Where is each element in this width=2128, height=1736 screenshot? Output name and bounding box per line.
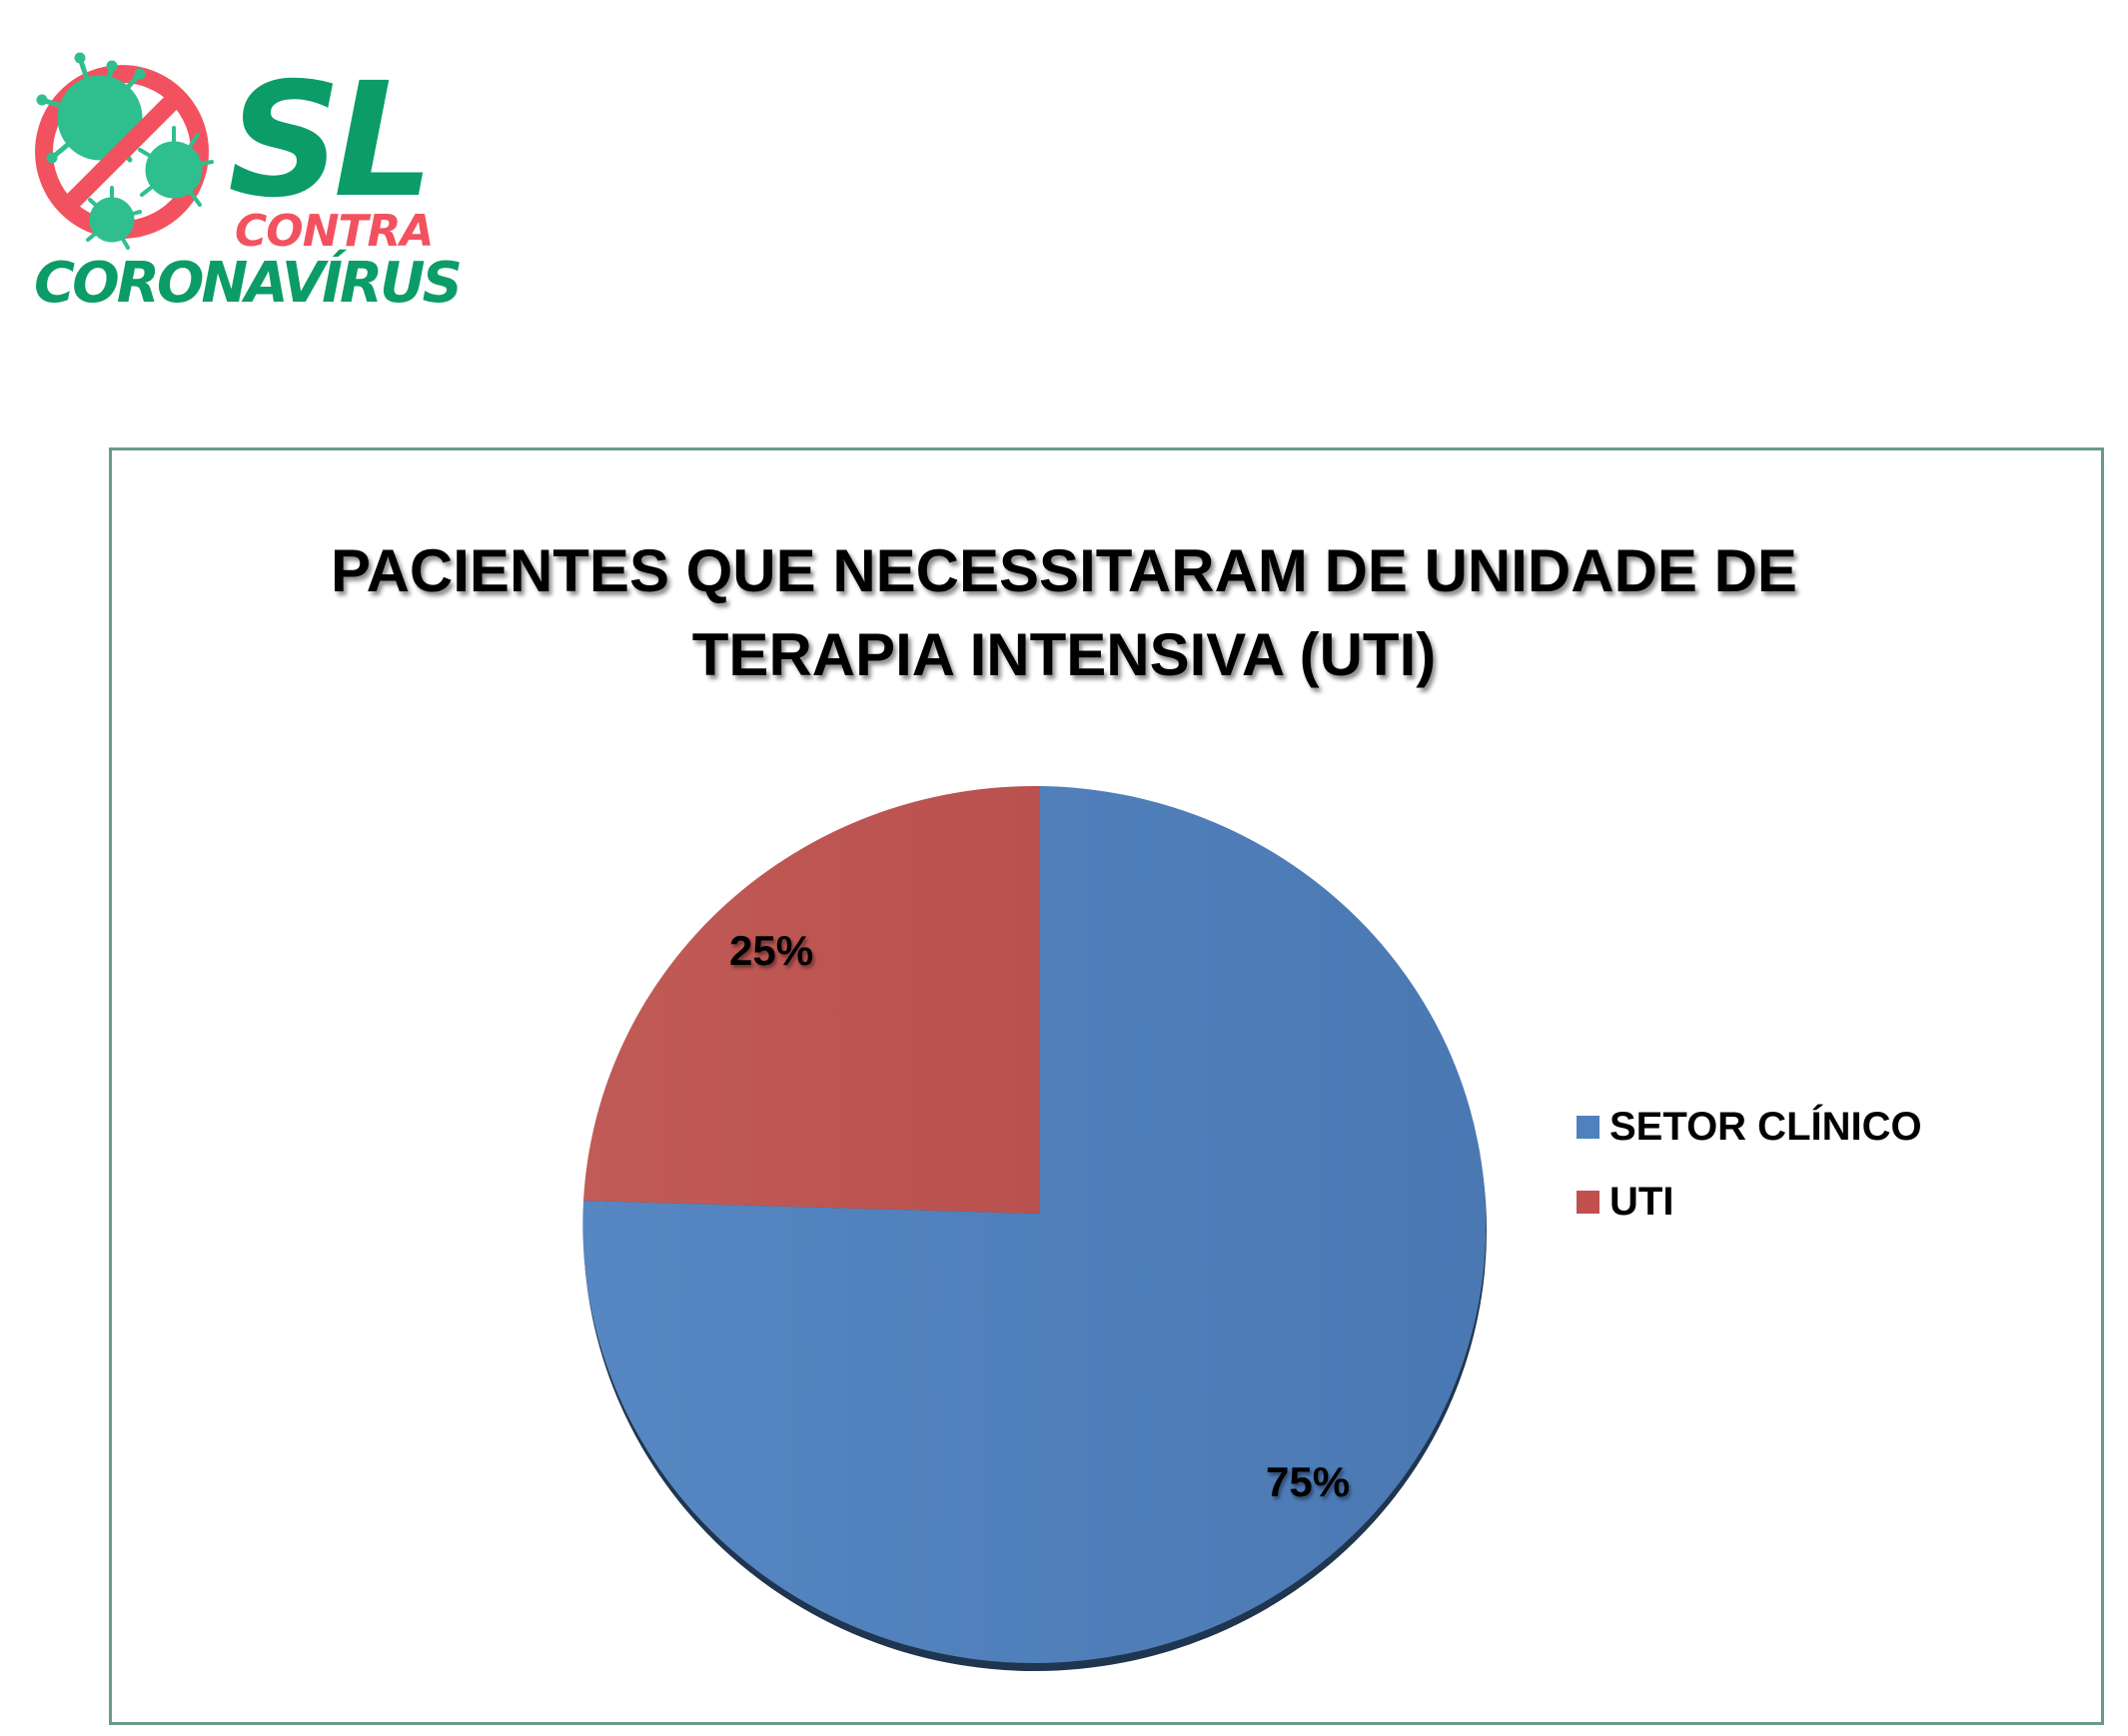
legend-swatch-blue [1577, 1115, 1599, 1139]
chart-title-line2: TERAPIA INTENSIVA (UTI) [691, 621, 1437, 688]
chart-frame [109, 447, 2104, 1725]
chart-title: PACIENTES QUE NECESSITARAM DE UNIDADE DE… [0, 529, 2128, 697]
legend-swatch-red [1577, 1190, 1599, 1214]
legend-label: UTI [1609, 1179, 1674, 1224]
data-label-uti: 25% [729, 927, 814, 974]
logo-text-coronavirus: CORONAVÍRUS [34, 251, 463, 316]
chart-title-line1: PACIENTES QUE NECESSITARAM DE UNIDADE DE [331, 537, 1797, 604]
pie-slice-setor-clinico[interactable] [582, 786, 1487, 1663]
data-label-setor-clinico: 75% [1266, 1458, 1351, 1505]
legend-label: SETOR CLÍNICO [1609, 1104, 1922, 1149]
logo-text-contra: CONTRA [235, 206, 434, 257]
legend-item-uti[interactable]: UTI [1577, 1179, 1922, 1224]
prohibited-virus-icon [35, 52, 214, 250]
logo-text-sl: SL [228, 49, 435, 233]
chart-legend: SETOR CLÍNICO UTI [1577, 1104, 1922, 1257]
legend-item-setor-clinico[interactable]: SETOR CLÍNICO [1577, 1104, 1922, 1149]
pie-slice-uti[interactable] [583, 785, 1040, 1214]
